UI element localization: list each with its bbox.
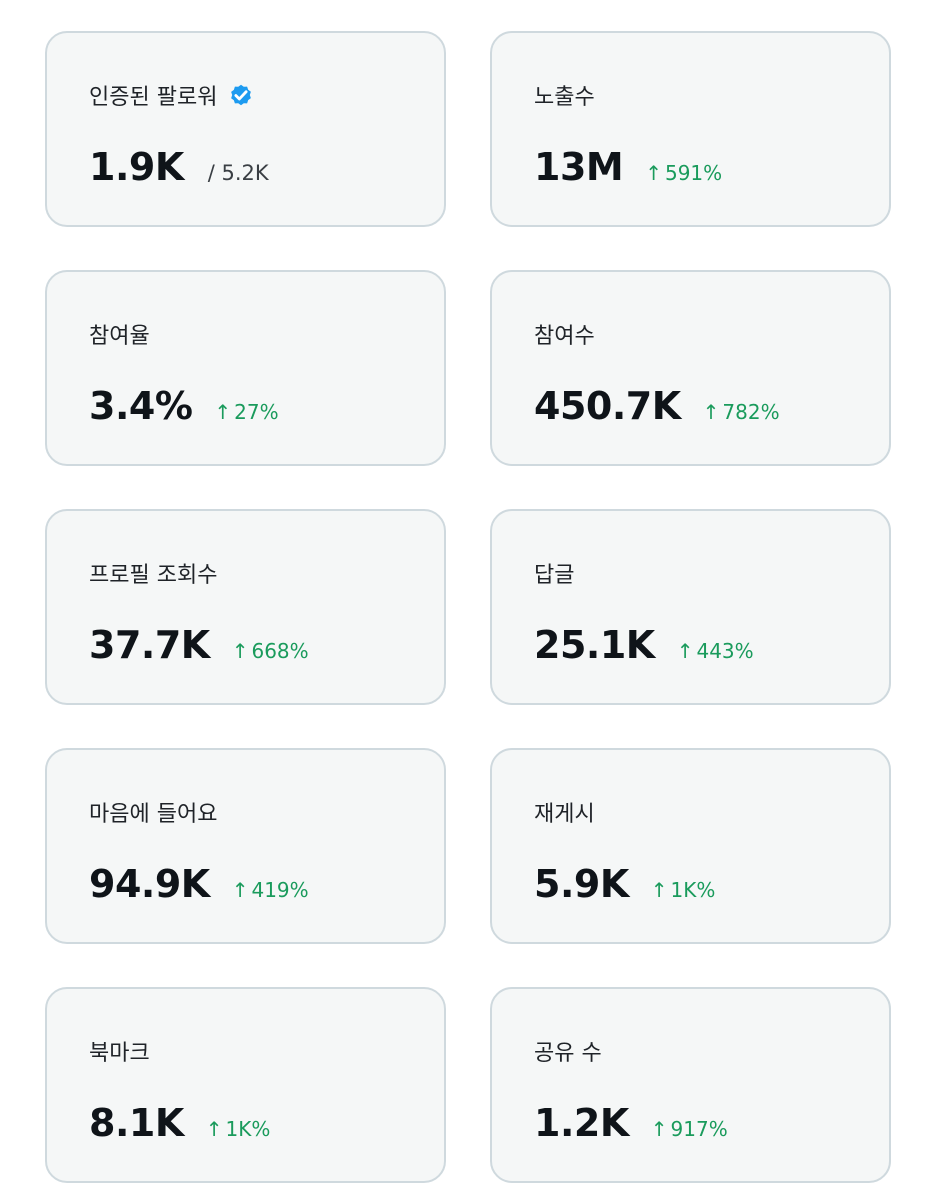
metric-card-impressions[interactable]: 노출수 13M ↑ 591% [490,31,891,227]
arrow-up-icon: ↑ [702,400,720,424]
metric-change: ↑ 443% [677,639,754,663]
metric-card-profile-visits[interactable]: 프로필 조회수 37.7K ↑ 668% [45,509,446,705]
metrics-grid: 인증된 팔로워 1.9K / 5.2K 노출수 13M ↑ 591% 참여율 [45,31,891,1183]
metric-value: 25.1K [534,623,655,667]
metric-card-verified-followers[interactable]: 인증된 팔로워 1.9K / 5.2K [45,31,446,227]
metric-value: 37.7K [89,623,210,667]
metric-label: 인증된 팔로워 [89,85,218,110]
metric-card-bookmarks[interactable]: 북마크 8.1K ↑ 1K% [45,987,446,1183]
metric-label: 마음에 들어요 [89,802,218,827]
verified-badge-icon [231,84,252,106]
metric-change: ↑ 419% [232,878,309,902]
metric-change-value: 782% [722,400,780,424]
metric-card-likes[interactable]: 마음에 들어요 94.9K ↑ 419% [45,748,446,944]
metric-label: 북마크 [89,1041,150,1066]
arrow-up-icon: ↑ [645,161,662,185]
metric-label: 재게시 [534,802,595,827]
metric-value: 13M [534,145,624,189]
metric-change-value: 443% [696,639,754,663]
metric-card-shares[interactable]: 공유 수 1.2K ↑ 917% [490,987,891,1183]
metric-value: 450.7K [534,384,681,428]
metric-label: 참여율 [89,324,150,349]
arrow-up-icon: ↑ [205,1117,223,1141]
metric-change-value: 591% [664,161,723,185]
metric-card-engagement-rate[interactable]: 참여율 3.4% ↑ 27% [45,270,446,466]
metric-value: 3.4% [89,384,193,428]
metric-value: 5.9K [534,862,629,906]
metric-change: ↑ 668% [232,639,309,663]
metric-label: 답글 [534,563,575,588]
metric-value: 94.9K [89,862,210,906]
metric-value: 1.2K [534,1101,629,1145]
metric-label-row: 인증된 팔로워 [89,80,255,110]
metric-change-value: 917% [670,1117,728,1141]
arrow-up-icon: ↑ [231,639,249,663]
metric-label: 참여수 [534,324,595,349]
metric-value: 8.1K [89,1101,184,1145]
metric-change: ↑ 782% [703,400,780,424]
metric-change-value: 419% [251,878,309,902]
metric-change: ↑ 27% [214,400,278,424]
metric-change-value: 1K% [670,878,716,902]
metric-label: 노출수 [534,85,595,110]
metric-total: / 5.2K [207,161,269,185]
metric-change-value: 668% [251,639,309,663]
metric-value: 1.9K [89,145,184,189]
metric-label: 공유 수 [534,1041,602,1066]
metric-change: ↑ 591% [645,161,722,185]
arrow-up-icon: ↑ [650,1117,668,1141]
metric-card-replies[interactable]: 답글 25.1K ↑ 443% [490,509,891,705]
metric-change: ↑ 1K% [206,1117,271,1141]
metric-card-engagements[interactable]: 참여수 450.7K ↑ 782% [490,270,891,466]
arrow-up-icon: ↑ [650,878,668,902]
arrow-up-icon: ↑ [676,639,694,663]
metric-change: ↑ 1K% [651,878,716,902]
metric-change-value: 1K% [225,1117,271,1141]
arrow-up-icon: ↑ [214,400,232,424]
metric-card-reposts[interactable]: 재게시 5.9K ↑ 1K% [490,748,891,944]
metric-value-row: 1.9K / 5.2K [89,145,269,189]
metric-label: 프로필 조회수 [89,563,218,588]
metric-change-value: 27% [234,400,279,424]
metric-change: ↑ 917% [651,1117,728,1141]
arrow-up-icon: ↑ [231,878,249,902]
